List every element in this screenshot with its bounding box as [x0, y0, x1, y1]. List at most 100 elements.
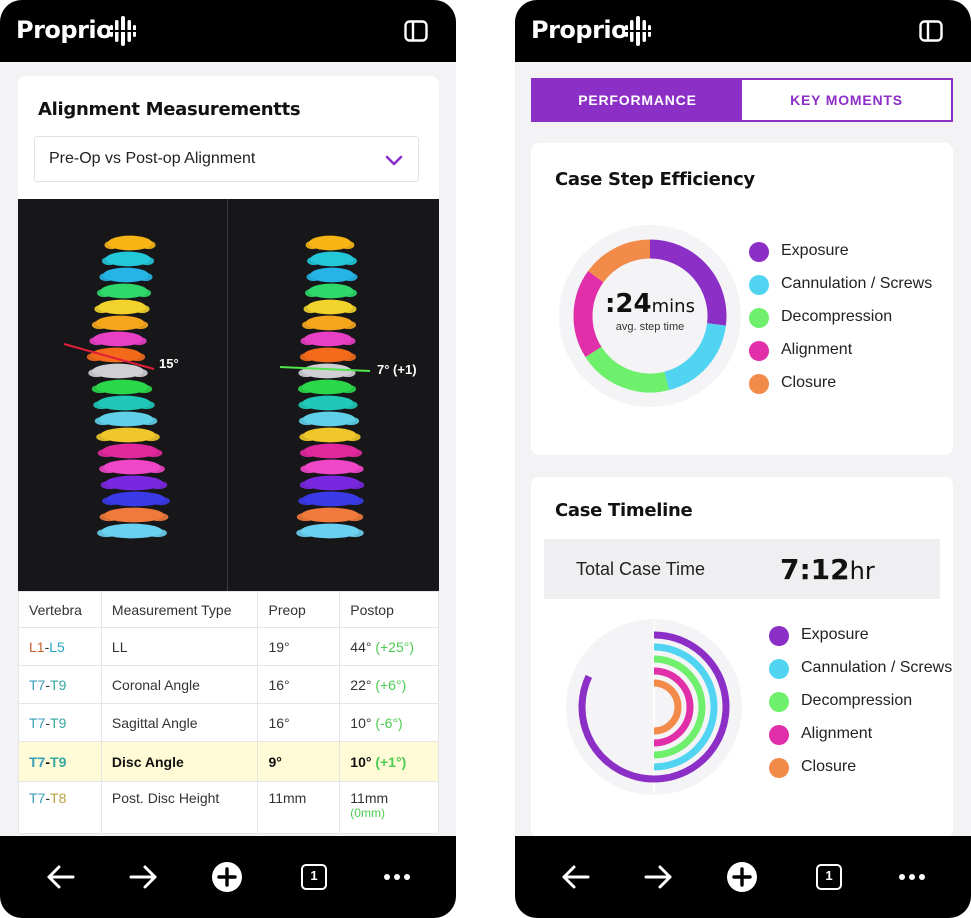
vertebra-end: T9 [50, 753, 67, 770]
legend-label: Decompression [801, 692, 913, 709]
phone-left: Proprio Alignment Measurementts Pre-Op v… [0, 0, 456, 918]
vertebra-process [91, 384, 109, 394]
vertebra-shape [90, 347, 142, 363]
arrow-right-icon[interactable] [642, 861, 674, 893]
postop-value: 10° [350, 714, 372, 731]
vertebra-cell: T7-T9 [18, 741, 102, 782]
sidebar-icon[interactable] [919, 20, 943, 42]
arrow-left-icon[interactable] [560, 861, 592, 893]
vertebra-process [300, 336, 316, 346]
vertebra-process [101, 256, 117, 266]
vertebra-process [299, 448, 318, 458]
tab-key-moments[interactable]: KEY MOMENTS [790, 92, 903, 108]
total-case-time-value: 7:12hr [780, 553, 875, 586]
dropdown-value: Pre-Op vs Post-op Alignment [49, 150, 256, 167]
tab-performance[interactable]: PERFORMANCE [533, 80, 742, 120]
alignment-card: Alignment Measurementts Pre-Op vs Post-o… [18, 76, 439, 211]
legend-label: Exposure [801, 626, 869, 643]
table-row[interactable]: T7-T8 Post. Disc Height 11mm 11mm (0mm) [18, 781, 439, 834]
vertebra-shape [304, 443, 358, 459]
alignment-dropdown[interactable]: Pre-Op vs Post-op Alignment [34, 136, 419, 182]
legend-dot [769, 725, 789, 745]
legend-dot [749, 374, 769, 394]
vertebra-shape [101, 523, 163, 539]
spine-images [63, 235, 371, 539]
table-row-highlighted[interactable]: T7-T9 Disc Angle 9° 10° (+1°) [18, 741, 439, 782]
vertebra-process [298, 416, 316, 426]
legend-dot [769, 692, 789, 712]
top-bar: Proprio [0, 0, 456, 62]
vertebra-cell: L1-L5 [18, 627, 102, 666]
spine-viewer[interactable]: 15° 7° (+1) [18, 199, 439, 591]
vertebra-shape [304, 475, 360, 491]
more-icon[interactable] [896, 861, 928, 893]
tab-count-button[interactable]: 1 [298, 861, 330, 893]
vertebra-cell: T7-T8 [18, 781, 102, 834]
vertebra-process [104, 240, 119, 250]
column-header: Postop [339, 591, 439, 628]
table-row[interactable]: L1-L5 LL 19° 44° (+25°) [18, 627, 439, 666]
vertebra-sep: - [45, 790, 51, 806]
proprio-mark-icon [625, 16, 651, 46]
vertebra-process [346, 480, 365, 490]
legend-label: Cannulation / Screws [801, 659, 953, 676]
vertebra-shape [305, 315, 353, 331]
vertebra-shape [105, 475, 163, 491]
vertebra-shape [102, 443, 158, 459]
total-time-unit: hr [849, 557, 875, 585]
total-time-number: 7:12 [780, 553, 850, 586]
vertebra-process [305, 288, 320, 298]
vertebra-process [298, 400, 315, 410]
vertebra-process [91, 320, 108, 330]
postop-value: 22° [350, 676, 372, 693]
vertebra-process [136, 288, 152, 298]
donut-slice [588, 239, 651, 283]
postop-value: 10° [350, 753, 372, 770]
vertebra-process [341, 400, 358, 410]
vertebra-process [99, 464, 118, 474]
postop-cell: 10° (-6°) [339, 703, 439, 742]
radial-bar [653, 667, 694, 747]
vertebra-shape [100, 283, 148, 299]
preop-spine-image [86, 235, 170, 539]
measurement-type-cell: Disc Angle [100, 741, 259, 782]
column-header: Measurement Type [100, 591, 259, 628]
more-icon[interactable] [381, 861, 413, 893]
sidebar-icon[interactable] [404, 20, 428, 42]
legend-label: Cannulation / Screws [781, 275, 933, 292]
preop-cell: 16° [257, 703, 341, 742]
vertebra-process [307, 256, 321, 266]
vertebra-sep: - [45, 676, 51, 693]
table-row[interactable]: T7-T9 Sagittal Angle 16° 10° (-6°) [18, 703, 439, 742]
timeline-card: Case Timeline Total Case Time 7:12hr Exp… [531, 477, 953, 837]
arrow-left-icon[interactable] [45, 861, 77, 893]
vertebra-process [97, 448, 116, 458]
table-row[interactable]: T7-T9 Coronal Angle 16° 22° (+6°) [18, 665, 439, 704]
efficiency-center: :24mins avg. step time [580, 289, 720, 333]
vertebra-process [300, 464, 318, 474]
brand-logo: Proprio [531, 16, 628, 44]
vertebra-process [88, 368, 105, 378]
vertebra-process [131, 368, 148, 378]
vertebra-shape [302, 491, 360, 507]
vertebra-process [141, 240, 156, 250]
efficiency-card: Case Step Efficiency :24mins avg. step t… [531, 143, 953, 455]
plus-circle-icon[interactable] [726, 861, 758, 893]
arrow-right-icon[interactable] [127, 861, 159, 893]
vertebra-process [151, 496, 170, 506]
vertebra-shape [99, 411, 153, 427]
phone-right: Proprio PERFORMANCE KEY MOMENTS Case Ste… [515, 0, 971, 918]
total-case-time-label: Total Case Time [576, 559, 706, 579]
column-header: Vertebra [18, 591, 102, 628]
vertebra-process [129, 352, 146, 362]
vertebra-process [89, 336, 106, 346]
vertebra-process [340, 240, 355, 250]
plus-circle-icon[interactable] [211, 861, 243, 893]
legend-dot [769, 758, 789, 778]
vertebra-process [345, 496, 364, 506]
tab-count-button[interactable]: 1 [813, 861, 845, 893]
tab-count-icon [816, 864, 842, 890]
preop-angle-line [63, 343, 155, 370]
tab-count: 1 [825, 868, 833, 883]
vertebra-start: T7 [29, 714, 46, 731]
